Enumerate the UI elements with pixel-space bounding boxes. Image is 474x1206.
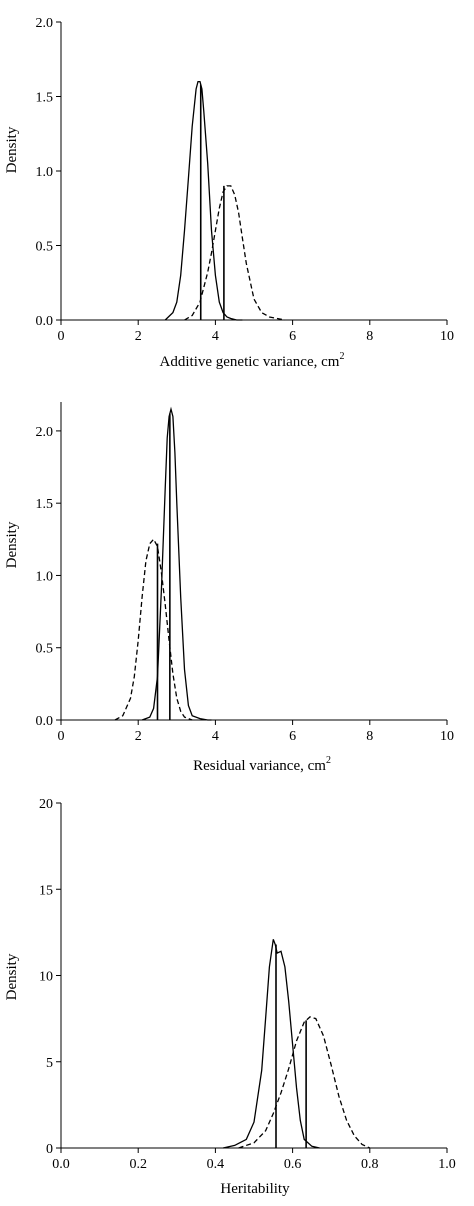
series-dashed-line	[184, 185, 286, 321]
y-tick-label: 0.5	[36, 240, 54, 255]
y-tick-label: 5	[46, 1056, 53, 1071]
series-dashed-line	[238, 1016, 371, 1149]
x-tick-label: 2	[135, 329, 142, 344]
x-tick-label: 10	[440, 329, 454, 344]
x-tick-label: 1.0	[438, 1157, 456, 1172]
series-dashed-line	[114, 538, 193, 721]
x-tick-label: 0.2	[129, 1157, 147, 1172]
x-tick-label: 4	[212, 329, 219, 344]
x-axis-title: Heritability	[220, 1181, 290, 1197]
y-tick-label: 1.5	[36, 497, 54, 512]
y-tick-label: 0	[46, 1142, 53, 1157]
y-axis-title: Density	[4, 521, 20, 568]
x-axis-title-text: Residual variance, cm	[193, 758, 326, 774]
x-tick-label: 6	[289, 729, 296, 744]
x-axis-title-superscript: 2	[339, 351, 344, 362]
chart-panel-2: 0 2 4 6 8 10 0.0 0.5 1.0 1.5 2.0 Residual variance,…	[0, 0, 454, 774]
x-tick-label: 0.0	[52, 1157, 70, 1172]
y-tick-label: 0.5	[36, 642, 54, 657]
x-tick-label: 0.8	[361, 1157, 379, 1172]
x-tick-label: 10	[440, 729, 454, 744]
x-axis-title-text: Additive genetic variance, cm	[160, 354, 340, 370]
legend-label: Pasture	[0, 0, 45, 4]
series-solid-line	[164, 80, 243, 321]
y-tick-label: 1.0	[36, 569, 54, 584]
y-tick-label: 1.5	[36, 91, 54, 106]
legend-label: Feedlot	[0, 0, 46, 4]
y-tick-label: 10	[39, 970, 53, 985]
y-tick-label: 1.0	[36, 165, 54, 180]
y-axis-title: Density	[4, 953, 20, 1000]
legend: PastureFeedlot	[0, 0, 46, 4]
series-solid-line	[141, 406, 212, 721]
x-tick-label: 0	[58, 329, 65, 344]
y-tick-label: 2.0	[36, 16, 54, 31]
y-tick-label: 0.0	[36, 714, 54, 729]
x-axis-title: Residual variance, cm2	[193, 755, 331, 774]
x-axis-title-text: Heritability	[220, 1181, 290, 1197]
x-tick-label: 8	[366, 329, 373, 344]
y-tick-label: 15	[39, 883, 53, 898]
x-tick-label: 0.6	[284, 1157, 302, 1172]
x-axis-title: Additive genetic variance, cm2	[160, 351, 345, 370]
x-tick-label: 0.4	[207, 1157, 225, 1172]
y-axis-title: Density	[4, 126, 20, 173]
chart-panel-3: 0.0 0.2 0.4 0.6 0.8 1.0 0 5 10 15 20 Heritability De…	[4, 797, 456, 1197]
x-tick-label: 0	[58, 729, 65, 744]
chart-panel-1: 0 2 4 6 8 10 0.0 0.5 1.0 1.5 2.0 Additive genetic v…	[4, 16, 454, 370]
x-tick-label: 2	[135, 729, 142, 744]
y-tick-label: 2.0	[36, 425, 54, 440]
y-tick-label: 0.0	[36, 314, 54, 329]
x-tick-label: 4	[212, 729, 219, 744]
x-tick-label: 8	[366, 729, 373, 744]
x-tick-label: 6	[289, 329, 296, 344]
series-solid-line	[222, 939, 320, 1149]
x-axis-title-superscript: 2	[326, 755, 331, 766]
y-tick-label: 20	[39, 797, 53, 812]
